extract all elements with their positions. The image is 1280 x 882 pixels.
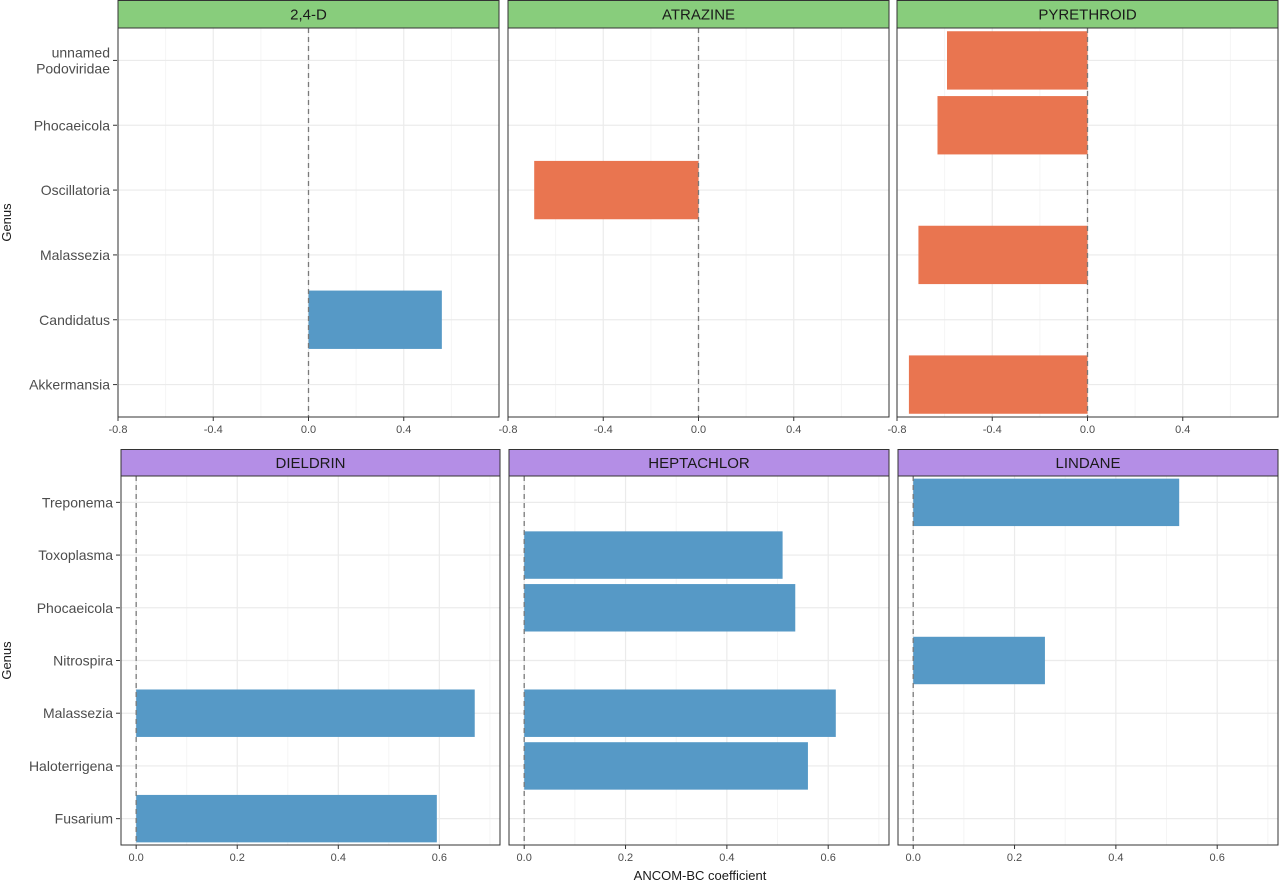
panel-lindane: LINDANE 0.0 0.2 0.4 0.6	[897, 449, 1279, 864]
y-tick-label-line: Fusarium	[55, 811, 113, 827]
bar-lindane-nitrospira	[913, 636, 1045, 685]
x-tick-label: 0.6	[432, 852, 447, 864]
strip-background	[120, 449, 501, 477]
y-tick-label-line: Akkermansia	[29, 377, 110, 393]
panel-border	[897, 475, 1279, 846]
bar-heptachlor-phocaeicola	[524, 584, 796, 632]
y-tick-label-fusarium: Fusarium	[55, 811, 113, 827]
x-tick-label: -0.8	[888, 424, 907, 436]
bar-pyrethroid-unnamed-podoviridae	[947, 31, 1088, 90]
bar-atrazine-oscillatoria	[534, 160, 699, 220]
bar-pyrethroid-malassezia	[918, 225, 1088, 285]
panel-border	[508, 475, 890, 846]
x-tick-label: 0.4	[719, 852, 734, 864]
panel-title: DIELDRIN	[275, 455, 345, 472]
panel-title: HEPTACHLOR	[648, 455, 750, 472]
y-tick-label-oscillatoria: Oscillatoria	[41, 182, 110, 198]
y-tick-label-line: Treponema	[42, 494, 113, 510]
x-tick-label: 0.4	[396, 424, 411, 436]
bar-dieldrin-malassezia	[136, 689, 475, 737]
x-tick-label: -0.4	[204, 424, 223, 436]
bar-lindane-treponema	[913, 478, 1180, 527]
x-axis-title: ANCOM-BC coefficient	[634, 868, 767, 882]
y-axis-title: Genus	[0, 641, 14, 680]
y-tick-label-line: Phocaeicola	[34, 117, 110, 133]
y-tick-label-akkermansia: Akkermansia	[29, 377, 110, 393]
panel-pyrethroid: PYRETHROID -0.8 -0.4 0.0 0.4	[888, 0, 1279, 436]
y-tick-label-line: Haloterrigena	[29, 758, 113, 774]
y-tick-label-malassezia: Malassezia	[43, 705, 113, 721]
x-tick-label: 0.4	[331, 852, 346, 864]
bar-heptachlor-malassezia	[524, 689, 836, 737]
panel-2-4-d: 2,4-D -0.8 -0.4 0.0 0.4	[109, 0, 500, 436]
x-tick-label: 0.4	[1108, 852, 1123, 864]
y-tick-label-candidatus: Candidatus	[39, 312, 110, 328]
x-tick-label: 0.0	[906, 852, 921, 864]
bar-2-4-d-candidatus	[308, 290, 442, 349]
x-tick-label: 0.2	[230, 852, 245, 864]
y-axis-title: Genus	[0, 203, 14, 242]
panel-title: LINDANE	[1055, 455, 1120, 472]
y-tick-label-haloterrigena: Haloterrigena	[29, 758, 113, 774]
bar-heptachlor-haloterrigena	[524, 742, 808, 790]
y-tick-label-line: Malassezia	[43, 705, 113, 721]
x-tick-label: -0.8	[499, 424, 518, 436]
x-tick-label: -0.8	[109, 424, 128, 436]
x-tick-label: 0.2	[618, 852, 633, 864]
x-tick-label: 0.6	[1210, 852, 1225, 864]
x-tick-label: 0.6	[821, 852, 836, 864]
x-tick-label: 0.0	[301, 424, 316, 436]
y-tick-label-line: Nitrospira	[53, 653, 113, 669]
y-tick-label-malassezia: Malassezia	[40, 247, 110, 263]
y-tick-label-line: Podoviridae	[36, 60, 110, 76]
x-tick-label: 0.0	[691, 424, 706, 436]
x-tick-label: 0.0	[129, 852, 144, 864]
x-tick-label: 0.0	[1080, 424, 1095, 436]
y-tick-label-phocaeicola: Phocaeicola	[34, 117, 110, 133]
panel-title: ATRAZINE	[662, 7, 735, 24]
bar-pyrethroid-phocaeicola	[937, 96, 1088, 155]
y-tick-label-line: Malassezia	[40, 247, 110, 263]
panel-title: 2,4-D	[290, 7, 327, 24]
x-tick-label: -0.4	[594, 424, 613, 436]
y-tick-label-toxoplasma: Toxoplasma	[38, 547, 113, 563]
x-tick-label: 0.4	[786, 424, 801, 436]
y-tick-label-unnamed-podoviridae: unnamed Podoviridae	[36, 44, 110, 76]
x-tick-label: 0.2	[1007, 852, 1022, 864]
x-tick-label: 0.4	[1175, 424, 1190, 436]
y-tick-label-treponema: Treponema	[42, 494, 113, 510]
bar-dieldrin-fusarium	[136, 794, 437, 843]
bar-pyrethroid-akkermansia	[908, 355, 1088, 414]
x-tick-label: -0.4	[983, 424, 1002, 436]
y-tick-label-line: Candidatus	[39, 312, 110, 328]
bar-heptachlor-toxoplasma	[524, 531, 783, 579]
panel-title: PYRETHROID	[1038, 7, 1137, 24]
y-tick-label-phocaeicola: Phocaeicola	[37, 600, 113, 616]
strip-background	[508, 449, 890, 477]
panel-border	[120, 475, 501, 846]
y-tick-label-line: Phocaeicola	[37, 600, 113, 616]
y-tick-label-line: Oscillatoria	[41, 182, 110, 198]
y-tick-label-line: unnamed	[52, 44, 110, 60]
panel-heptachlor: HEPTACHLOR 0.0 0.2 0.4 0.6	[508, 449, 890, 864]
strip-background	[507, 0, 890, 29]
panel-dieldrin: DIELDRIN 0.0 0.2 0.4 0.6	[120, 449, 501, 864]
y-tick-label-nitrospira: Nitrospira	[53, 653, 113, 669]
x-tick-label: 0.0	[517, 852, 532, 864]
strip-background	[897, 449, 1279, 477]
panel-atrazine: ATRAZINE -0.8 -0.4 0.0 0.4	[499, 0, 890, 436]
y-tick-label-line: Toxoplasma	[38, 547, 113, 563]
